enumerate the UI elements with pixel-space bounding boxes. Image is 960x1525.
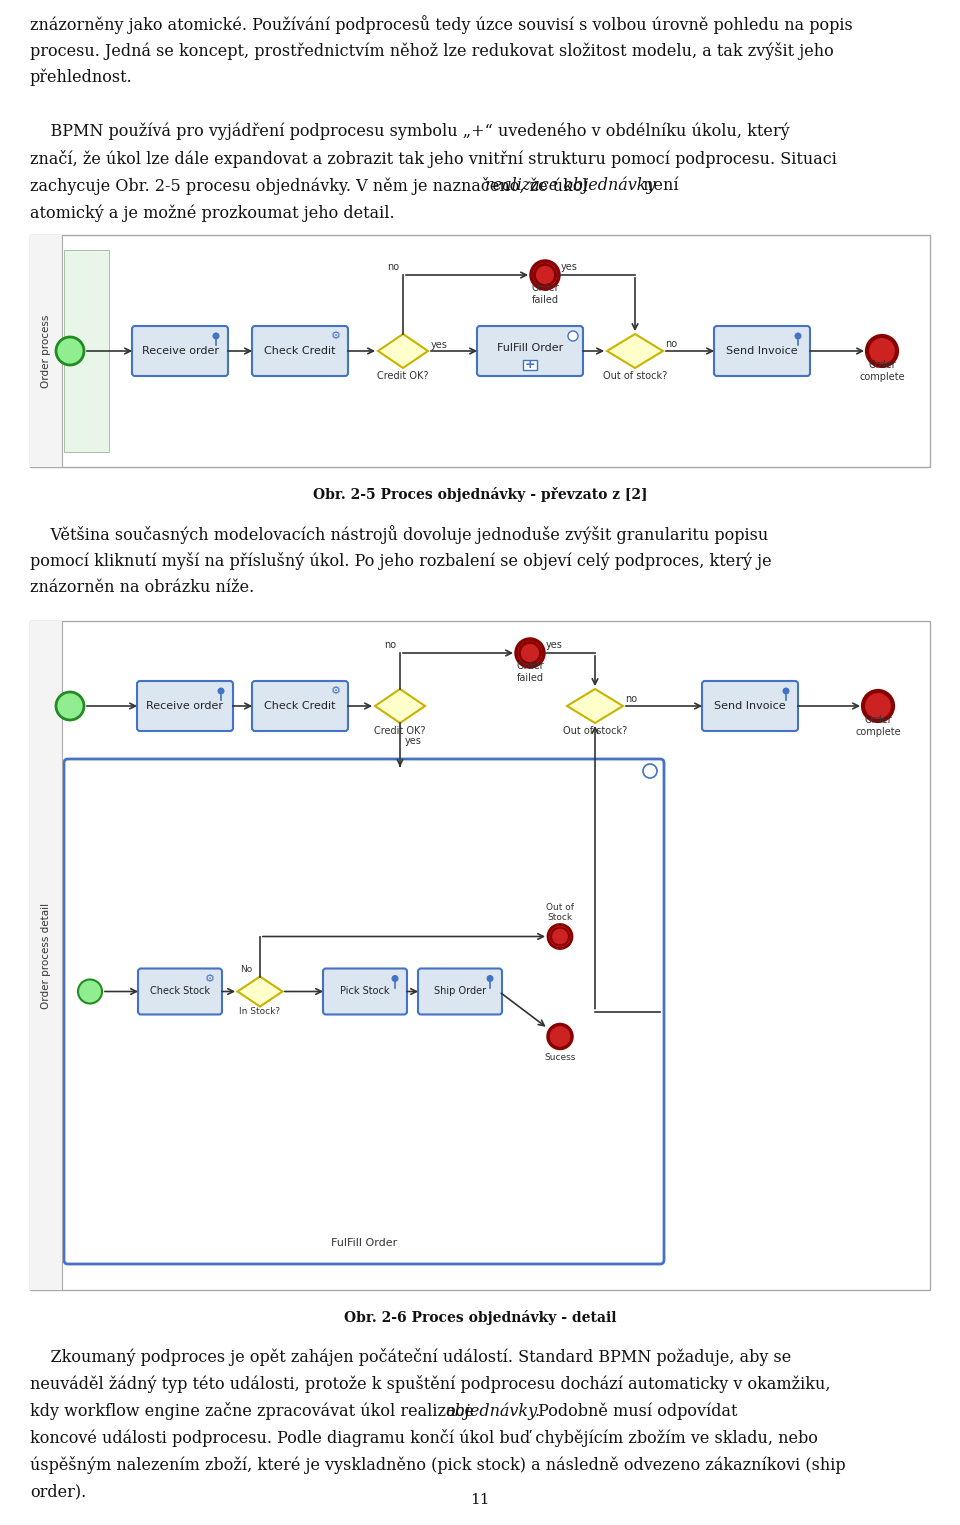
Text: není: není <box>638 177 679 194</box>
Text: přehlednost.: přehlednost. <box>30 69 132 87</box>
Text: procesu. Jedná se koncept, prostřednictvím něhož lze redukovat složitost modelu,: procesu. Jedná se koncept, prostřednictv… <box>30 43 833 59</box>
FancyBboxPatch shape <box>702 682 798 730</box>
FancyBboxPatch shape <box>137 682 233 730</box>
Text: Zkoumaný podproces je opět zahájen počáteční událostí. Standard BPMN požaduje, a: Zkoumaný podproces je opět zahájen počát… <box>30 1348 791 1366</box>
Text: kdy workflow engine začne zpracovávat úkol realizace: kdy workflow engine začne zpracovávat úk… <box>30 1401 479 1420</box>
Text: FulFill Order: FulFill Order <box>331 1238 397 1247</box>
FancyBboxPatch shape <box>714 326 810 377</box>
Text: Obr. 2-5 Proces objednávky - převzato z [2]: Obr. 2-5 Proces objednávky - převzato z … <box>313 486 647 502</box>
Text: In Stock?: In Stock? <box>239 1006 280 1016</box>
Text: No: No <box>240 965 252 974</box>
Circle shape <box>487 974 493 982</box>
Circle shape <box>867 336 897 366</box>
Text: Out of stock?: Out of stock? <box>603 371 667 381</box>
FancyBboxPatch shape <box>523 360 537 371</box>
Text: Order
failed: Order failed <box>516 662 543 683</box>
Bar <box>30 621 930 1290</box>
Text: no: no <box>665 339 677 349</box>
Text: koncové události podprocesu. Podle diagramu končí úkol buď chybějícím zbožím ve : koncové události podprocesu. Podle diagr… <box>30 1429 818 1447</box>
Circle shape <box>212 332 220 340</box>
Text: FulFill Order: FulFill Order <box>497 343 564 352</box>
Text: Out of stock?: Out of stock? <box>563 726 627 737</box>
Bar <box>30 621 62 1290</box>
FancyBboxPatch shape <box>323 968 407 1014</box>
Circle shape <box>568 331 578 342</box>
Text: Order
failed: Order failed <box>531 284 559 305</box>
Bar <box>30 235 62 467</box>
Text: Check Credit: Check Credit <box>264 346 336 355</box>
Circle shape <box>392 974 398 982</box>
Text: Ship Order: Ship Order <box>434 987 486 996</box>
Text: zachycuje Obr. 2-5 procesu objednávky. V něm je naznačeno, že úkol: zachycuje Obr. 2-5 procesu objednávky. V… <box>30 177 593 195</box>
Text: ⚙: ⚙ <box>331 331 341 342</box>
FancyBboxPatch shape <box>138 968 222 1014</box>
Polygon shape <box>567 689 623 723</box>
FancyBboxPatch shape <box>252 682 348 730</box>
Text: Receive order: Receive order <box>141 346 219 355</box>
Circle shape <box>56 692 84 720</box>
Text: Check Stock: Check Stock <box>150 987 210 996</box>
FancyBboxPatch shape <box>252 326 348 377</box>
Text: no: no <box>384 640 396 650</box>
Text: neuváděl žádný typ této události, protože k spuštění podprocesu dochází automati: neuváděl žádný typ této události, protož… <box>30 1376 830 1392</box>
Text: order).: order). <box>30 1482 86 1501</box>
Circle shape <box>531 261 559 290</box>
Polygon shape <box>607 334 663 368</box>
Text: realizace objednávky: realizace objednávky <box>485 177 656 195</box>
Text: Pick Stock: Pick Stock <box>340 987 390 996</box>
Text: ⚙: ⚙ <box>331 686 341 695</box>
Text: +: + <box>525 358 536 372</box>
Polygon shape <box>375 689 425 723</box>
Polygon shape <box>378 334 428 368</box>
Text: Check Credit: Check Credit <box>264 702 336 711</box>
Text: yes: yes <box>431 340 448 351</box>
Text: Order
complete: Order complete <box>855 715 900 737</box>
Text: Receive order: Receive order <box>147 702 224 711</box>
Text: Podobně musí odpovídat: Podobně musí odpovídat <box>533 1401 737 1420</box>
Text: pomocí kliknutí myší na příslušný úkol. Po jeho rozbalení se objeví celý podproc: pomocí kliknutí myší na příslušný úkol. … <box>30 552 772 570</box>
Text: objednávky.: objednávky. <box>445 1401 540 1420</box>
Text: Out of
Stock: Out of Stock <box>546 903 574 923</box>
FancyBboxPatch shape <box>64 250 109 451</box>
Circle shape <box>56 337 84 364</box>
Text: Order process: Order process <box>41 314 51 387</box>
Text: úspěšným nalezením zboží, které je vyskladněno (pick stock) a následně odvezeno : úspěšným nalezením zboží, které je vyskl… <box>30 1456 846 1475</box>
Circle shape <box>548 924 572 949</box>
Text: no: no <box>625 694 637 705</box>
Text: Obr. 2-6 Proces objednávky - detail: Obr. 2-6 Proces objednávky - detail <box>344 1310 616 1325</box>
Text: Credit OK?: Credit OK? <box>377 371 429 381</box>
Text: Send Invoice: Send Invoice <box>726 346 798 355</box>
FancyBboxPatch shape <box>64 759 664 1264</box>
Text: yes: yes <box>405 737 421 746</box>
Text: znázorněn na obrázku níže.: znázorněn na obrázku níže. <box>30 580 254 596</box>
FancyBboxPatch shape <box>418 968 502 1014</box>
Text: značí, že úkol lze dále expandovat a zobrazit tak jeho vnitřní strukturu pomocí : značí, že úkol lze dále expandovat a zob… <box>30 149 837 168</box>
Text: no: no <box>387 262 399 271</box>
Polygon shape <box>237 976 282 1006</box>
FancyBboxPatch shape <box>477 326 583 377</box>
Text: Send Invoice: Send Invoice <box>714 702 786 711</box>
Circle shape <box>795 332 802 340</box>
Circle shape <box>782 688 789 694</box>
Text: Order
complete: Order complete <box>859 360 905 381</box>
Circle shape <box>548 1025 572 1049</box>
Text: atomický a je možné prozkoumat jeho detail.: atomický a je možné prozkoumat jeho deta… <box>30 204 395 221</box>
Text: 11: 11 <box>470 1493 490 1507</box>
Circle shape <box>218 688 225 694</box>
Text: BPMN používá pro vyjádření podprocesu symbolu „+“ uvedeného v obdélníku úkolu, k: BPMN používá pro vyjádření podprocesu sy… <box>30 124 790 140</box>
Bar <box>30 235 930 467</box>
Text: Credit OK?: Credit OK? <box>374 726 425 737</box>
Text: Většina současných modelovacích nástrojů dovoluje jednoduše zvýšit granularitu p: Většina současných modelovacích nástrojů… <box>30 525 768 544</box>
FancyBboxPatch shape <box>132 326 228 377</box>
Circle shape <box>516 639 544 666</box>
Text: znázorněny jako atomické. Používání podprocesů tedy úzce souvisí s volbou úrovně: znázorněny jako atomické. Používání podp… <box>30 15 852 34</box>
Text: yes: yes <box>546 640 563 650</box>
Text: Sucess: Sucess <box>544 1052 576 1061</box>
Circle shape <box>863 691 893 721</box>
Text: ⚙: ⚙ <box>205 973 215 984</box>
Circle shape <box>643 764 657 778</box>
Text: Order process detail: Order process detail <box>41 903 51 1008</box>
Text: yes: yes <box>561 262 578 271</box>
Circle shape <box>78 979 102 1003</box>
